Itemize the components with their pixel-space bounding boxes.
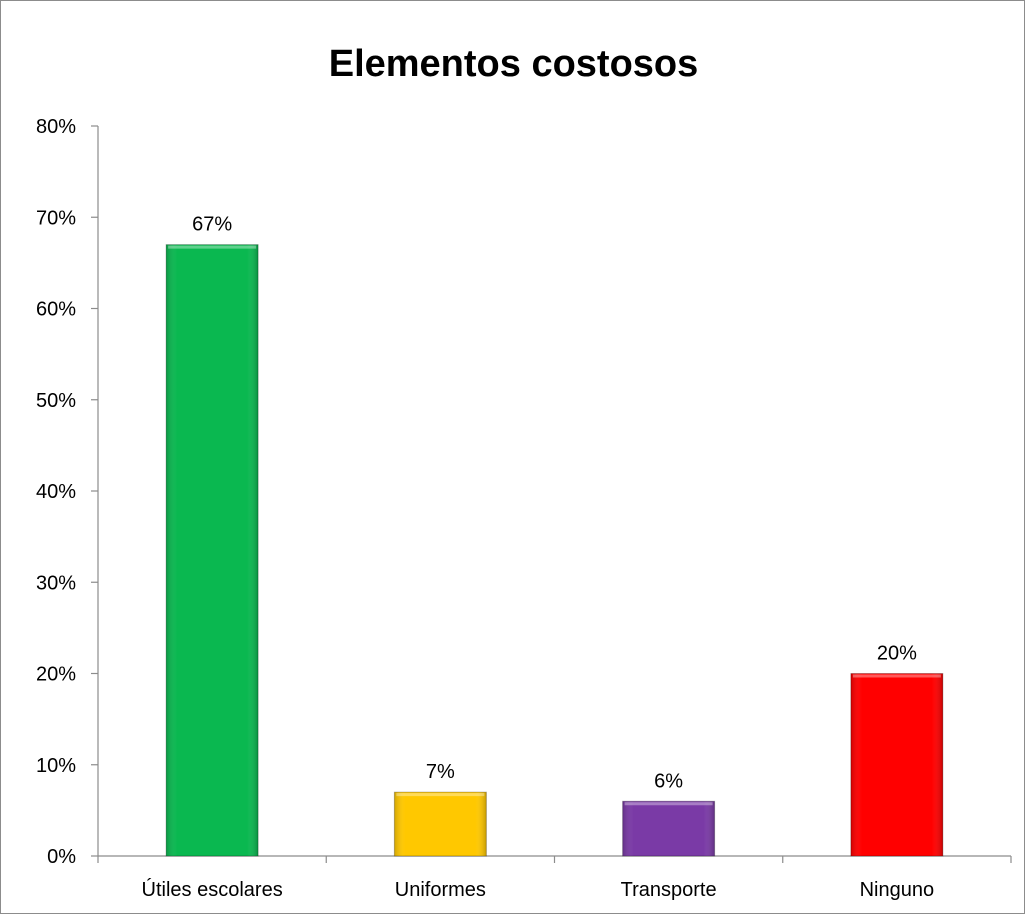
bar-shine [622, 801, 715, 856]
y-tick-label: 20% [36, 664, 76, 686]
y-tick-label: 70% [36, 207, 76, 229]
bar-shine [394, 792, 487, 856]
x-category-label: Ninguno [860, 879, 935, 901]
bar-top-highlight [396, 793, 485, 797]
bar-shine [850, 673, 943, 856]
bar-top-highlight [168, 245, 257, 249]
x-category-label: Transporte [621, 879, 717, 901]
bars-layer [165, 244, 944, 857]
y-tick-label: 80% [36, 116, 76, 138]
y-tick-label: 50% [36, 390, 76, 412]
y-tick-label: 40% [36, 481, 76, 503]
data-label: 20% [877, 643, 917, 665]
bar-shine [166, 244, 259, 856]
x-category-label: Útiles escolares [142, 878, 283, 901]
y-tick-label: 30% [36, 572, 76, 594]
bar-top-highlight [624, 802, 713, 806]
y-tick-label: 10% [36, 755, 76, 777]
axes-layer: 0% 10% 20% 30% 40% 50% 60% 70% 80% [36, 116, 1012, 868]
labels-layer: 67% Útiles escolares 7% Uniformes 6% Transpor… [142, 214, 935, 901]
data-label: 6% [654, 770, 683, 792]
chart-title: Elementos costosos [328, 43, 699, 85]
data-label: 7% [426, 761, 455, 783]
bar-top-highlight [852, 674, 941, 678]
x-category-label: Uniformes [395, 879, 486, 901]
data-label: 67% [192, 214, 232, 236]
y-tick-label: 60% [36, 299, 76, 321]
y-tick-label: 0% [47, 846, 76, 868]
